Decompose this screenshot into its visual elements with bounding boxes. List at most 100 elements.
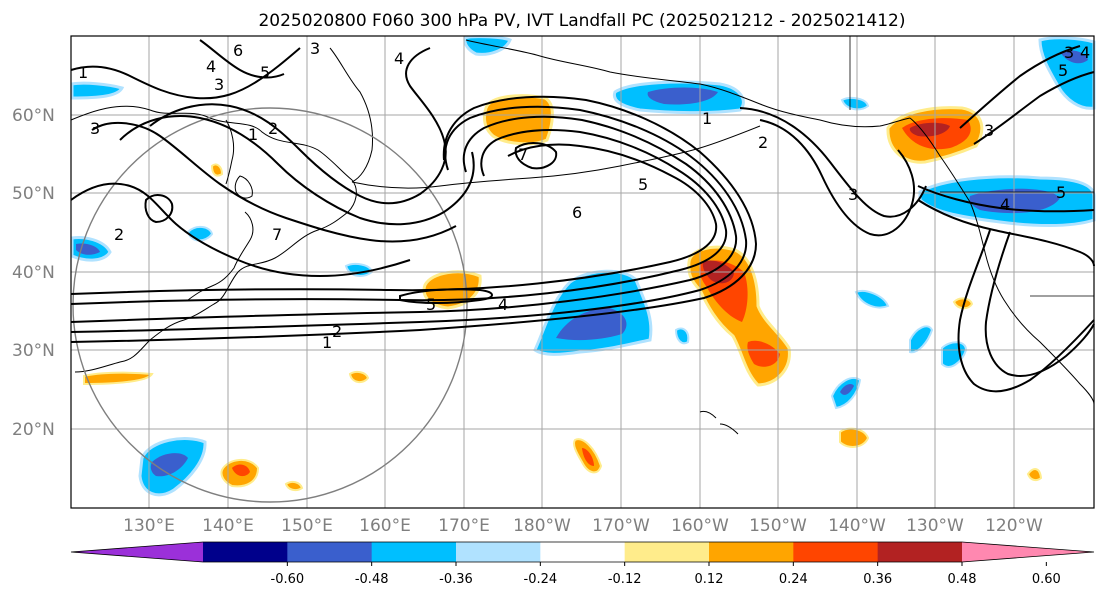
pv-patch-neg-small-3 xyxy=(909,325,934,354)
lon-label: 130°W xyxy=(906,516,964,536)
coast-sakhalin xyxy=(225,119,235,185)
colorbar-tick-label: 0.24 xyxy=(779,572,808,587)
lon-label: 180°W xyxy=(513,516,571,536)
lat-label: 50°N xyxy=(12,184,55,204)
pv-patch-neg-ne-core xyxy=(1060,50,1088,64)
contour-label: 4 xyxy=(1080,43,1090,62)
contour-north-ridge xyxy=(149,47,447,205)
map-frame xyxy=(70,35,1095,509)
contour-label: 5 xyxy=(1058,61,1068,80)
contour-ne-1 xyxy=(959,45,1081,129)
colorbar-tick-label: 0.36 xyxy=(863,572,892,587)
pv-anomaly-negative-patches xyxy=(70,35,1096,497)
contour-west-small xyxy=(144,194,174,224)
pv-patch-neg-japan xyxy=(186,226,214,242)
colorbar-segments xyxy=(70,541,1095,563)
contour-label: 3 xyxy=(310,39,320,58)
contour-label: 2 xyxy=(268,119,278,138)
pv-patch-168w-core xyxy=(582,448,594,466)
latitude-labels: 60°N 50°N 40°N 30°N 20°N xyxy=(12,106,55,440)
pv-patch-small-3 xyxy=(952,297,974,310)
contour-north-edge-2 xyxy=(199,39,285,79)
contour-north-edge xyxy=(70,47,301,100)
contour-east-trough xyxy=(759,119,916,237)
contour-label: 7 xyxy=(518,145,528,164)
lon-label: 160°W xyxy=(671,516,729,536)
gridlines xyxy=(71,36,1094,508)
lon-label: 170°E xyxy=(438,516,490,536)
borders xyxy=(849,36,1094,297)
lon-label: 120°W xyxy=(985,516,1043,536)
contour-label: 1 xyxy=(248,125,258,144)
colorbar-tick-label: -0.60 xyxy=(271,572,305,587)
contour-label: 2 xyxy=(758,133,768,152)
colorbar-outline xyxy=(70,541,1095,563)
lon-label: 130°E xyxy=(123,516,175,536)
pv-patch-neg-small-5-core xyxy=(840,384,854,395)
colorbar-tick-label: 0.48 xyxy=(948,572,977,587)
colorbar-segment xyxy=(793,542,879,562)
contour-label: 3 xyxy=(984,121,994,140)
pv-patch-west-lat26 xyxy=(83,371,154,386)
lon-label: 160°E xyxy=(359,516,411,536)
pv-patch-neg-north-central xyxy=(463,35,512,56)
pv-patch-neg-central-core xyxy=(556,308,627,341)
lat-label: 20°N xyxy=(12,420,55,440)
colorbar-segment xyxy=(287,542,373,562)
pv-patch-neg-small-6 xyxy=(674,327,690,345)
contour-label: 1 xyxy=(322,333,332,352)
contour-label: 4 xyxy=(206,57,216,76)
colorbar-tick-label: -0.48 xyxy=(355,572,389,587)
contour-label: 5 xyxy=(1056,183,1066,202)
contour-label: 2 xyxy=(114,225,124,244)
colorbar-tick-label: -0.12 xyxy=(608,572,642,587)
contour-pnw-4 xyxy=(984,231,1095,377)
contour-label: 4 xyxy=(394,49,404,68)
contour-jet-1 xyxy=(70,105,748,333)
contour-pnw-3 xyxy=(957,229,1095,393)
lat-label: 60°N xyxy=(12,106,55,126)
contour-jet-4 xyxy=(70,129,728,305)
pv-patch-small-6 xyxy=(210,163,224,177)
colorbar: -0.60 -0.48 -0.36 -0.24 -0.12 0.12 0.24 0.36 0.4… xyxy=(70,541,1095,587)
contour-west-loop xyxy=(91,121,457,243)
pv-patch-small-5 xyxy=(1026,468,1043,482)
contour-jet-2 xyxy=(70,95,758,343)
lon-label: 150°E xyxy=(281,516,333,536)
contour-label: 4 xyxy=(1000,195,1010,214)
pv-patch-neg-small-2 xyxy=(854,290,890,309)
contour-label: 5 xyxy=(426,295,436,314)
contour-alaska-loop xyxy=(514,142,558,170)
colorbar-ticks: -0.60 -0.48 -0.36 -0.24 -0.12 0.12 0.24 0.36 0.4… xyxy=(271,562,1061,587)
coast-hawaii xyxy=(699,411,739,435)
coast-kamchatka xyxy=(329,47,373,183)
colorbar-segment xyxy=(203,542,288,562)
contour-label: 3 xyxy=(90,119,100,138)
contour-jet-5 xyxy=(70,143,718,295)
pv-patch-140e-south-core xyxy=(232,464,250,477)
colorbar-segment xyxy=(540,542,626,562)
lon-label: 140°E xyxy=(202,516,254,536)
pv-patch-neg-south-west-core xyxy=(150,453,188,477)
contour-label: 1 xyxy=(78,63,88,82)
contour-label: 3 xyxy=(848,185,858,204)
pv-patch-central-south xyxy=(747,340,780,367)
contour-pnw-2 xyxy=(917,199,1095,267)
contour-jet-3 xyxy=(70,115,738,323)
contour-170e-box xyxy=(399,288,493,304)
contour-label: 2 xyxy=(332,322,342,341)
contour-east-trough-2 xyxy=(739,107,927,218)
map-panel: 1 2 3 4 5 6 7 1 2 3 4 5 3 2 1 3 5 4 6 7 … xyxy=(70,35,1096,509)
contour-north-ridge-2 xyxy=(119,115,475,226)
contour-label: 7 xyxy=(272,225,282,244)
contour-label: 3 xyxy=(1064,43,1074,62)
contour-label: 6 xyxy=(233,41,243,60)
contour-label: 6 xyxy=(572,203,582,222)
coast-na-west xyxy=(909,117,1095,405)
contour-pnw-1 xyxy=(917,185,1095,213)
colorbar-segment xyxy=(877,542,963,562)
colorbar-extend-min xyxy=(71,542,203,562)
lon-label: 150°W xyxy=(749,516,807,536)
colorbar-segment xyxy=(456,542,541,562)
lat-label: 40°N xyxy=(12,263,55,283)
